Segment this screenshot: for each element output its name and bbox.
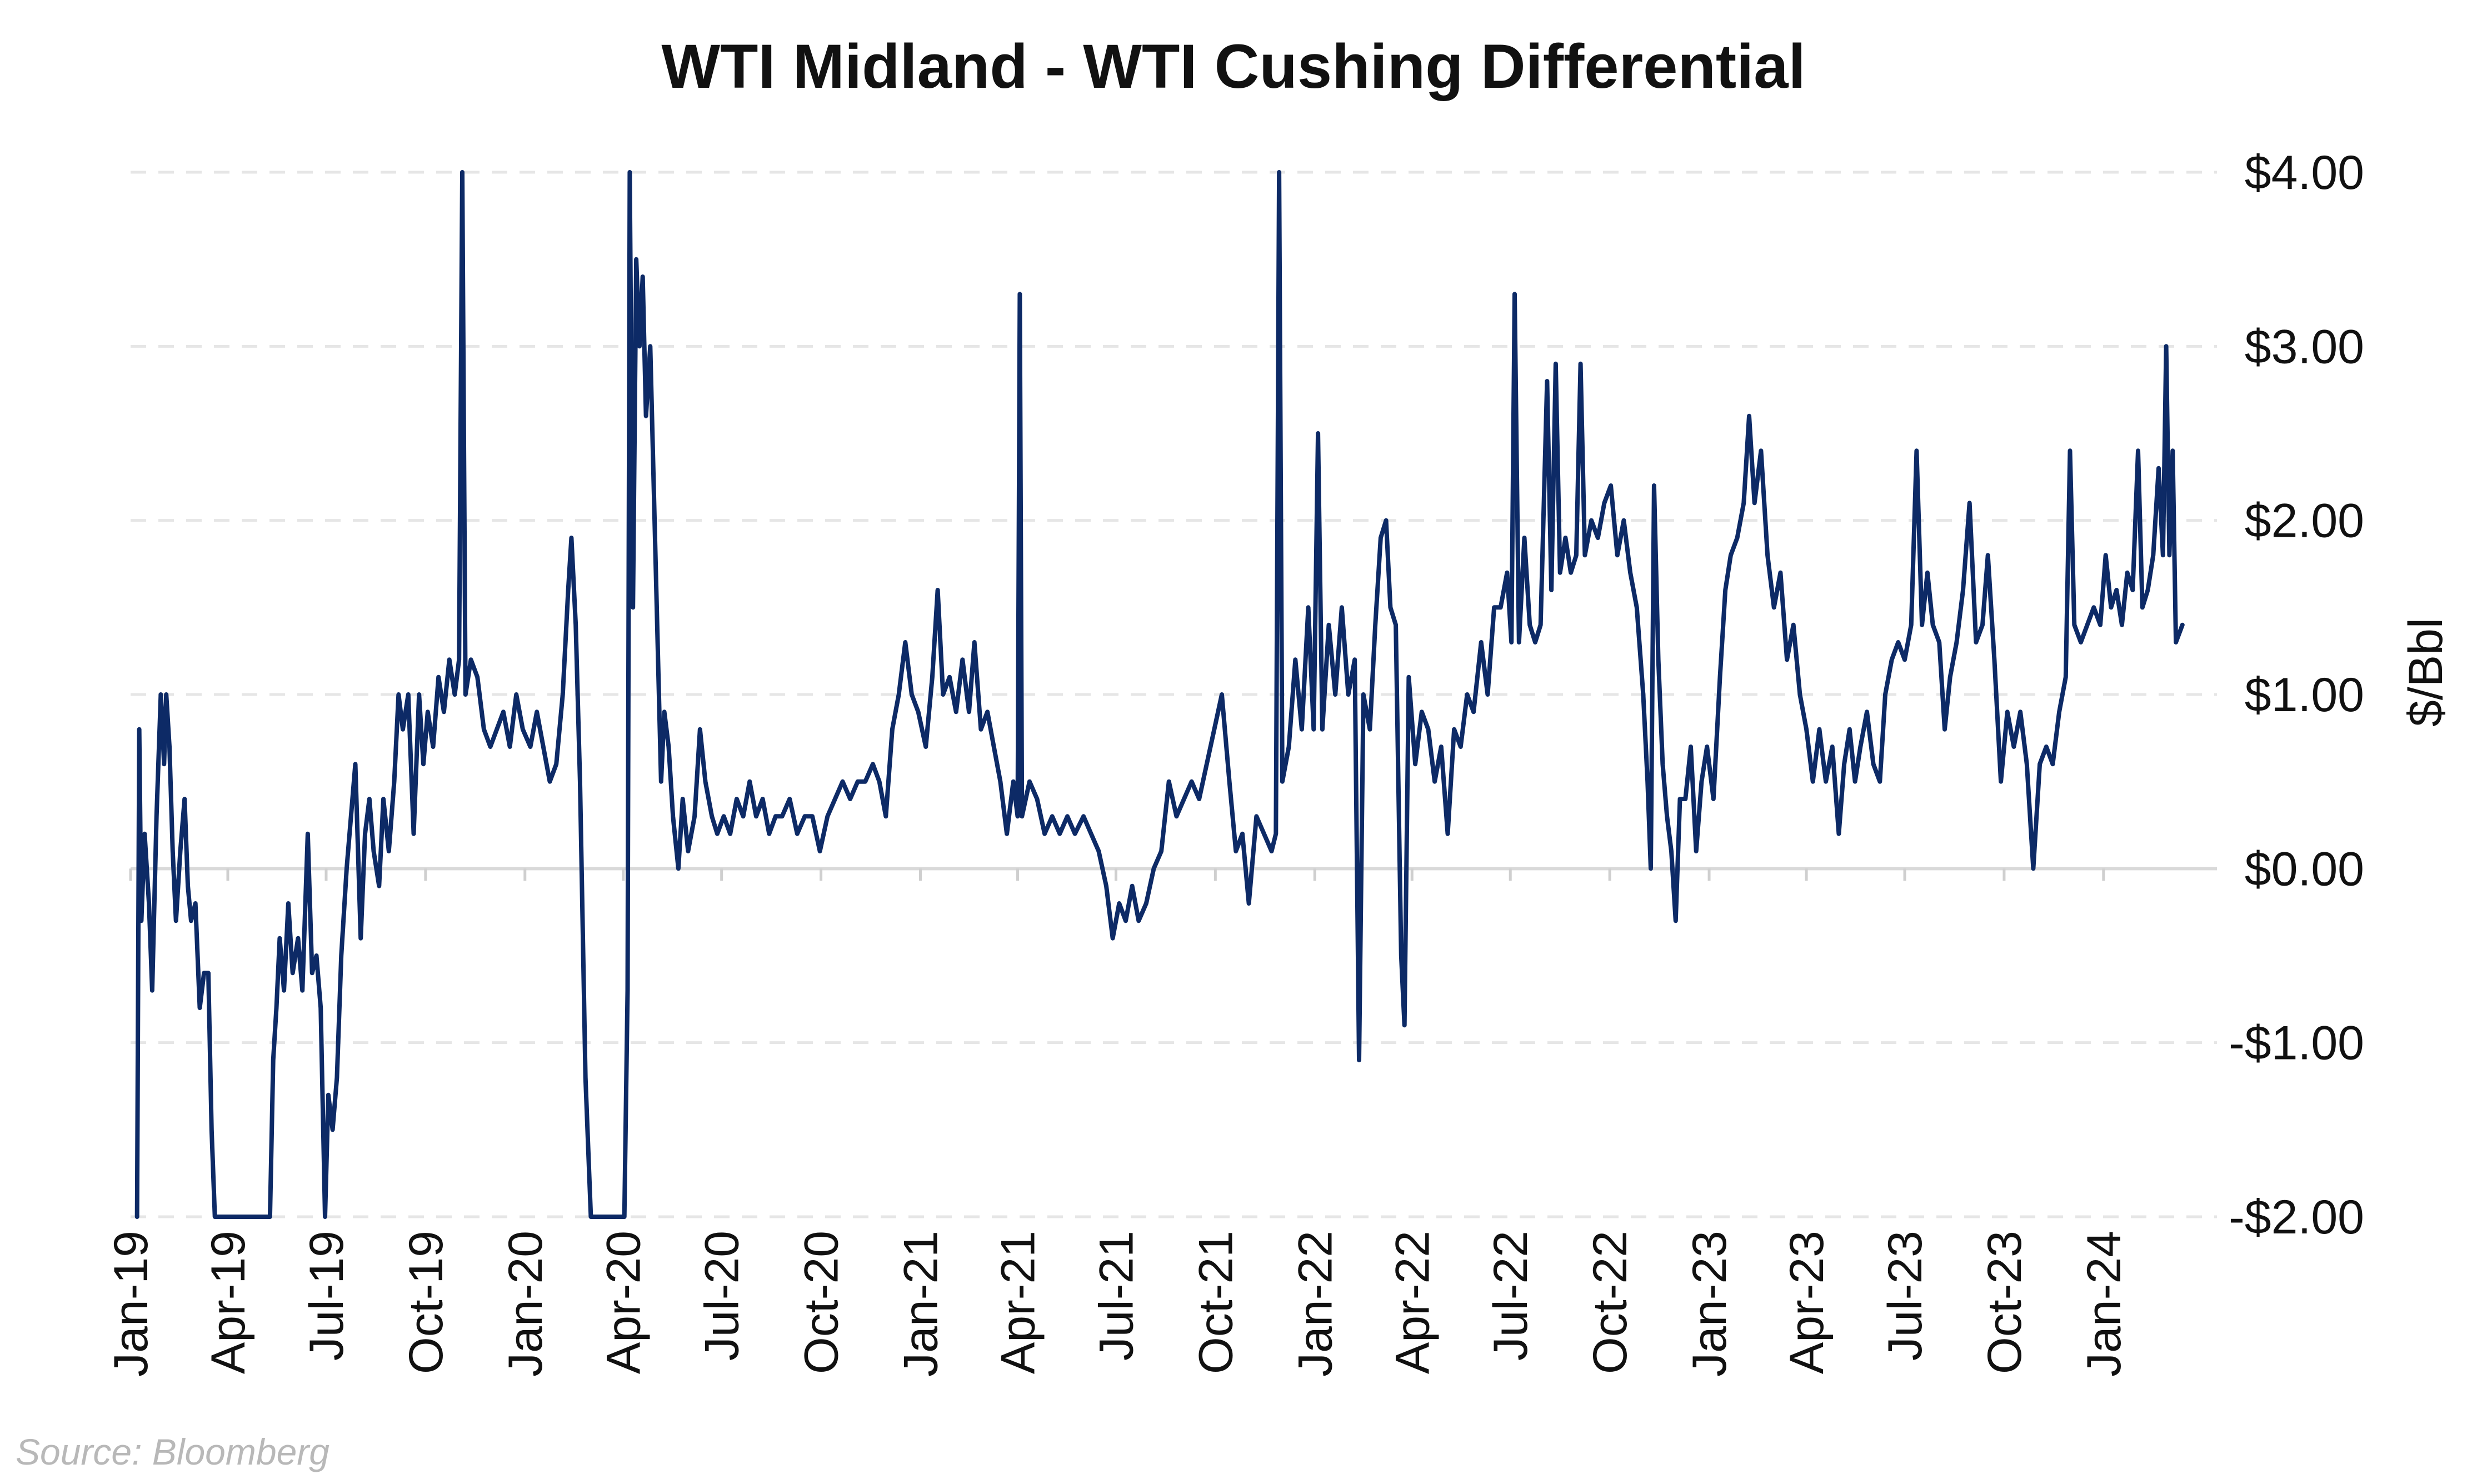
series-layer bbox=[134, 170, 2185, 1219]
y-tick-label: $3.00 bbox=[2245, 320, 2364, 373]
x-tick-label: Jan-20 bbox=[499, 1231, 552, 1377]
source-note: Source: Bloomberg bbox=[16, 1431, 329, 1472]
y-axis-label: $/Bbl bbox=[2399, 618, 2453, 727]
x-tick-label: Jan-19 bbox=[104, 1231, 158, 1377]
x-tick-label: Oct-21 bbox=[1189, 1231, 1242, 1374]
x-tick-label: Apr-23 bbox=[1780, 1231, 1834, 1374]
y-tick-label: $4.00 bbox=[2245, 146, 2364, 199]
y-axis-tick-labels: $4.00 $3.00 $2.00 $1.00 $0.00 -$1.00 -$2.00 bbox=[2229, 146, 2364, 1244]
x-tick-label: Jan-22 bbox=[1289, 1231, 1342, 1377]
x-tick-label: Jul-20 bbox=[696, 1231, 749, 1361]
x-tick-label: Jul-19 bbox=[300, 1231, 353, 1361]
y-tick-label: -$1.00 bbox=[2229, 1017, 2364, 1070]
x-tick-label: Apr-20 bbox=[597, 1231, 651, 1374]
series-line bbox=[134, 170, 2185, 1219]
y-tick-label: -$2.00 bbox=[2229, 1191, 2364, 1244]
y-tick-label: $0.00 bbox=[2245, 842, 2364, 896]
x-tick-label: Oct-22 bbox=[1584, 1231, 1637, 1374]
chart-title: WTI Midland - WTI Cushing Differential bbox=[661, 32, 1806, 101]
x-tick-label: Jan-24 bbox=[2078, 1231, 2131, 1377]
x-tick-label: Jan-21 bbox=[894, 1231, 947, 1377]
x-tick-label: Oct-23 bbox=[1978, 1231, 2031, 1374]
x-tick-label: Apr-21 bbox=[992, 1231, 1045, 1374]
x-tick-label: Jul-21 bbox=[1090, 1231, 1143, 1361]
x-tick-label: Jul-23 bbox=[1879, 1231, 1932, 1361]
x-tick-label: Jan-23 bbox=[1683, 1231, 1736, 1377]
x-tick-label: Jul-22 bbox=[1484, 1231, 1537, 1361]
y-tick-label: $1.00 bbox=[2245, 668, 2364, 722]
x-tick-label: Oct-19 bbox=[399, 1231, 453, 1374]
x-tick-label: Apr-22 bbox=[1386, 1231, 1439, 1374]
x-axis-tick-labels: Jan-19 Apr-19 Jul-19 Oct-19 Jan-20 Apr-20 Jul-… bbox=[104, 868, 2131, 1377]
y-tick-label: $2.00 bbox=[2245, 494, 2364, 548]
x-tick-label: Oct-20 bbox=[795, 1231, 848, 1374]
x-tick-label: Apr-19 bbox=[202, 1231, 255, 1374]
